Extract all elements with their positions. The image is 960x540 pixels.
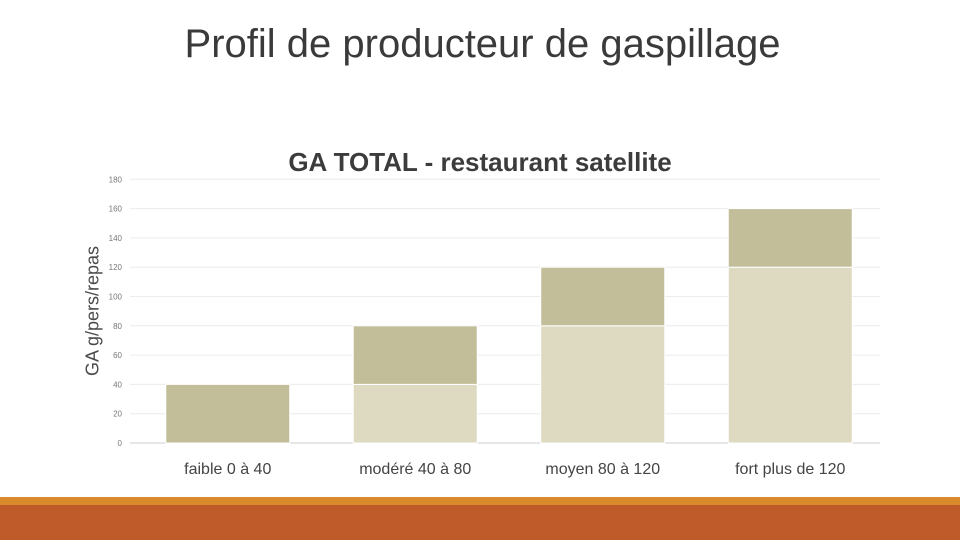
y-tick-label: 20	[113, 410, 122, 419]
bar-segment-base	[540, 325, 666, 444]
y-tick-label: 60	[113, 351, 122, 360]
x-category-labels: faible 0 à 40 modéré 40 à 80 moyen 80 à 12…	[184, 461, 845, 478]
y-tick-label: 120	[109, 263, 123, 272]
y-tick-label: 180	[109, 175, 123, 184]
y-tick-label: 80	[113, 322, 122, 331]
y-tick-labels: 0 20 40 60 80 100 120 140 160 180	[109, 175, 123, 448]
y-tick-label: 140	[109, 234, 123, 243]
bars	[165, 208, 853, 444]
bar-segment-top	[352, 325, 478, 385]
y-tick-label: 100	[109, 293, 123, 302]
x-category-label: moyen 80 à 120	[545, 461, 660, 478]
x-category-label: fort plus de 120	[735, 461, 845, 478]
x-category-label: faible 0 à 40	[184, 461, 271, 478]
bar-segment-top	[540, 266, 666, 327]
footer-bar	[0, 505, 960, 540]
slide-title: Profil de producteur de gaspillage	[184, 22, 781, 66]
footer-stripe	[0, 497, 960, 505]
bar-segment-base	[352, 383, 478, 444]
y-tick-label: 160	[109, 205, 123, 214]
bar-segment-base	[727, 266, 853, 444]
y-tick-label: 40	[113, 380, 122, 389]
chart-title: GA TOTAL - restaurant satellite	[288, 147, 672, 177]
x-category-label: modéré 40 à 80	[359, 461, 471, 478]
bar-segment-top	[165, 383, 291, 444]
bar-segment-top	[727, 208, 853, 268]
y-tick-label: 0	[118, 439, 123, 448]
